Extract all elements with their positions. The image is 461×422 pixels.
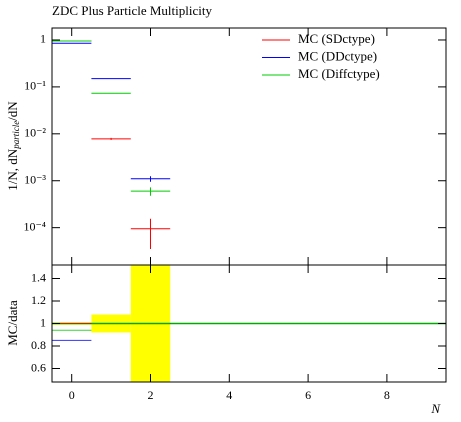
y-tick-label: 10⁻³ [24,172,46,186]
x-axis-label: N [430,401,441,416]
y-tick-label: 10⁻⁴ [23,219,46,233]
x-tick-label: 0 [69,388,75,402]
ratio-plot-area [52,265,446,382]
y-axis-label: 1/N, dNparticle/dN [5,101,21,191]
legend-label: MC (Diffctype) [298,66,380,81]
y-tick-label: 1 [40,315,46,329]
x-tick-label: 6 [305,388,311,402]
ratio-axis-label: MC/data [5,300,20,346]
y-axis-label-main: 1/N, dN [5,148,20,191]
x-tick-label: 8 [384,388,390,402]
y-tick-label: 1.4 [31,270,46,284]
y-tick-label: 10⁻² [24,126,46,140]
y-tick-label: 1 [40,32,46,46]
x-tick-label: 4 [226,388,232,402]
top-plot-area [52,40,171,250]
y-tick-label: 1.2 [31,293,46,307]
legend-label: MC (SDctype) [298,31,375,46]
chart-title: ZDC Plus Particle Multiplicity [52,3,212,18]
x-tick-label: 2 [148,388,154,402]
y-tick-label: 0.6 [31,360,46,374]
y-axis-label-sub: particle [11,121,21,150]
top-frame [51,27,447,266]
y-tick-label: 0.8 [31,338,46,352]
y-tick-label: 10⁻¹ [24,79,46,93]
legend-label: MC (DDctype) [298,48,377,63]
y-axis-label-end: /dN [5,101,20,121]
